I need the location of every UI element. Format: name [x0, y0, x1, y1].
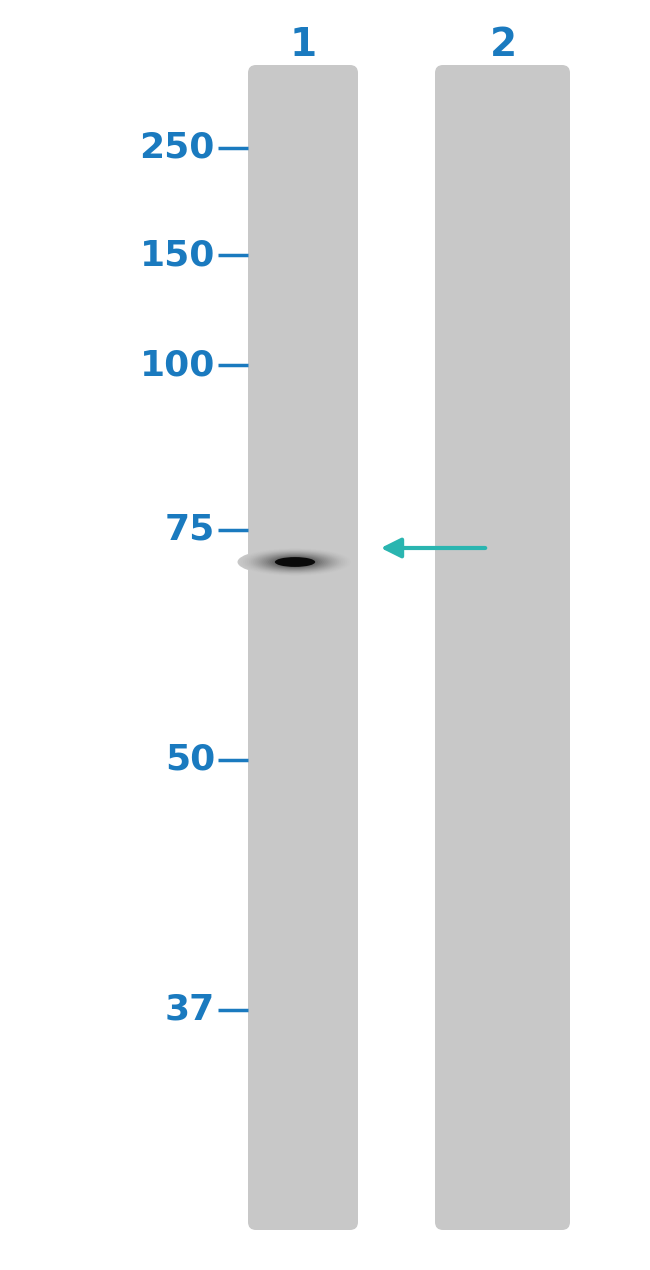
Ellipse shape	[239, 549, 350, 575]
Ellipse shape	[289, 560, 301, 564]
Ellipse shape	[266, 555, 324, 569]
Ellipse shape	[249, 551, 341, 573]
FancyBboxPatch shape	[435, 65, 570, 1231]
Ellipse shape	[261, 554, 330, 570]
Ellipse shape	[257, 552, 333, 572]
Text: 100: 100	[140, 348, 215, 382]
Ellipse shape	[275, 558, 315, 566]
Ellipse shape	[287, 560, 303, 564]
Ellipse shape	[251, 551, 339, 573]
Ellipse shape	[237, 547, 352, 577]
Ellipse shape	[259, 554, 332, 572]
Ellipse shape	[278, 558, 312, 566]
Ellipse shape	[265, 555, 326, 569]
Ellipse shape	[243, 550, 346, 574]
Ellipse shape	[263, 554, 328, 570]
Ellipse shape	[280, 559, 310, 565]
Ellipse shape	[268, 555, 322, 569]
Text: 75: 75	[164, 513, 215, 547]
Ellipse shape	[270, 556, 320, 568]
Text: 50: 50	[164, 743, 215, 777]
Ellipse shape	[255, 552, 335, 572]
Ellipse shape	[276, 558, 314, 566]
Text: 2: 2	[489, 25, 517, 64]
Ellipse shape	[272, 556, 318, 568]
Ellipse shape	[291, 561, 299, 563]
Ellipse shape	[274, 556, 316, 568]
Text: 1: 1	[289, 25, 317, 64]
Ellipse shape	[245, 550, 345, 574]
Text: 250: 250	[140, 131, 215, 165]
Text: 150: 150	[140, 237, 215, 272]
Ellipse shape	[247, 550, 343, 574]
Ellipse shape	[285, 560, 305, 564]
Ellipse shape	[283, 559, 307, 565]
Ellipse shape	[241, 549, 348, 575]
Ellipse shape	[253, 551, 337, 573]
Ellipse shape	[281, 559, 308, 565]
FancyBboxPatch shape	[248, 65, 358, 1231]
Text: 37: 37	[164, 993, 215, 1027]
